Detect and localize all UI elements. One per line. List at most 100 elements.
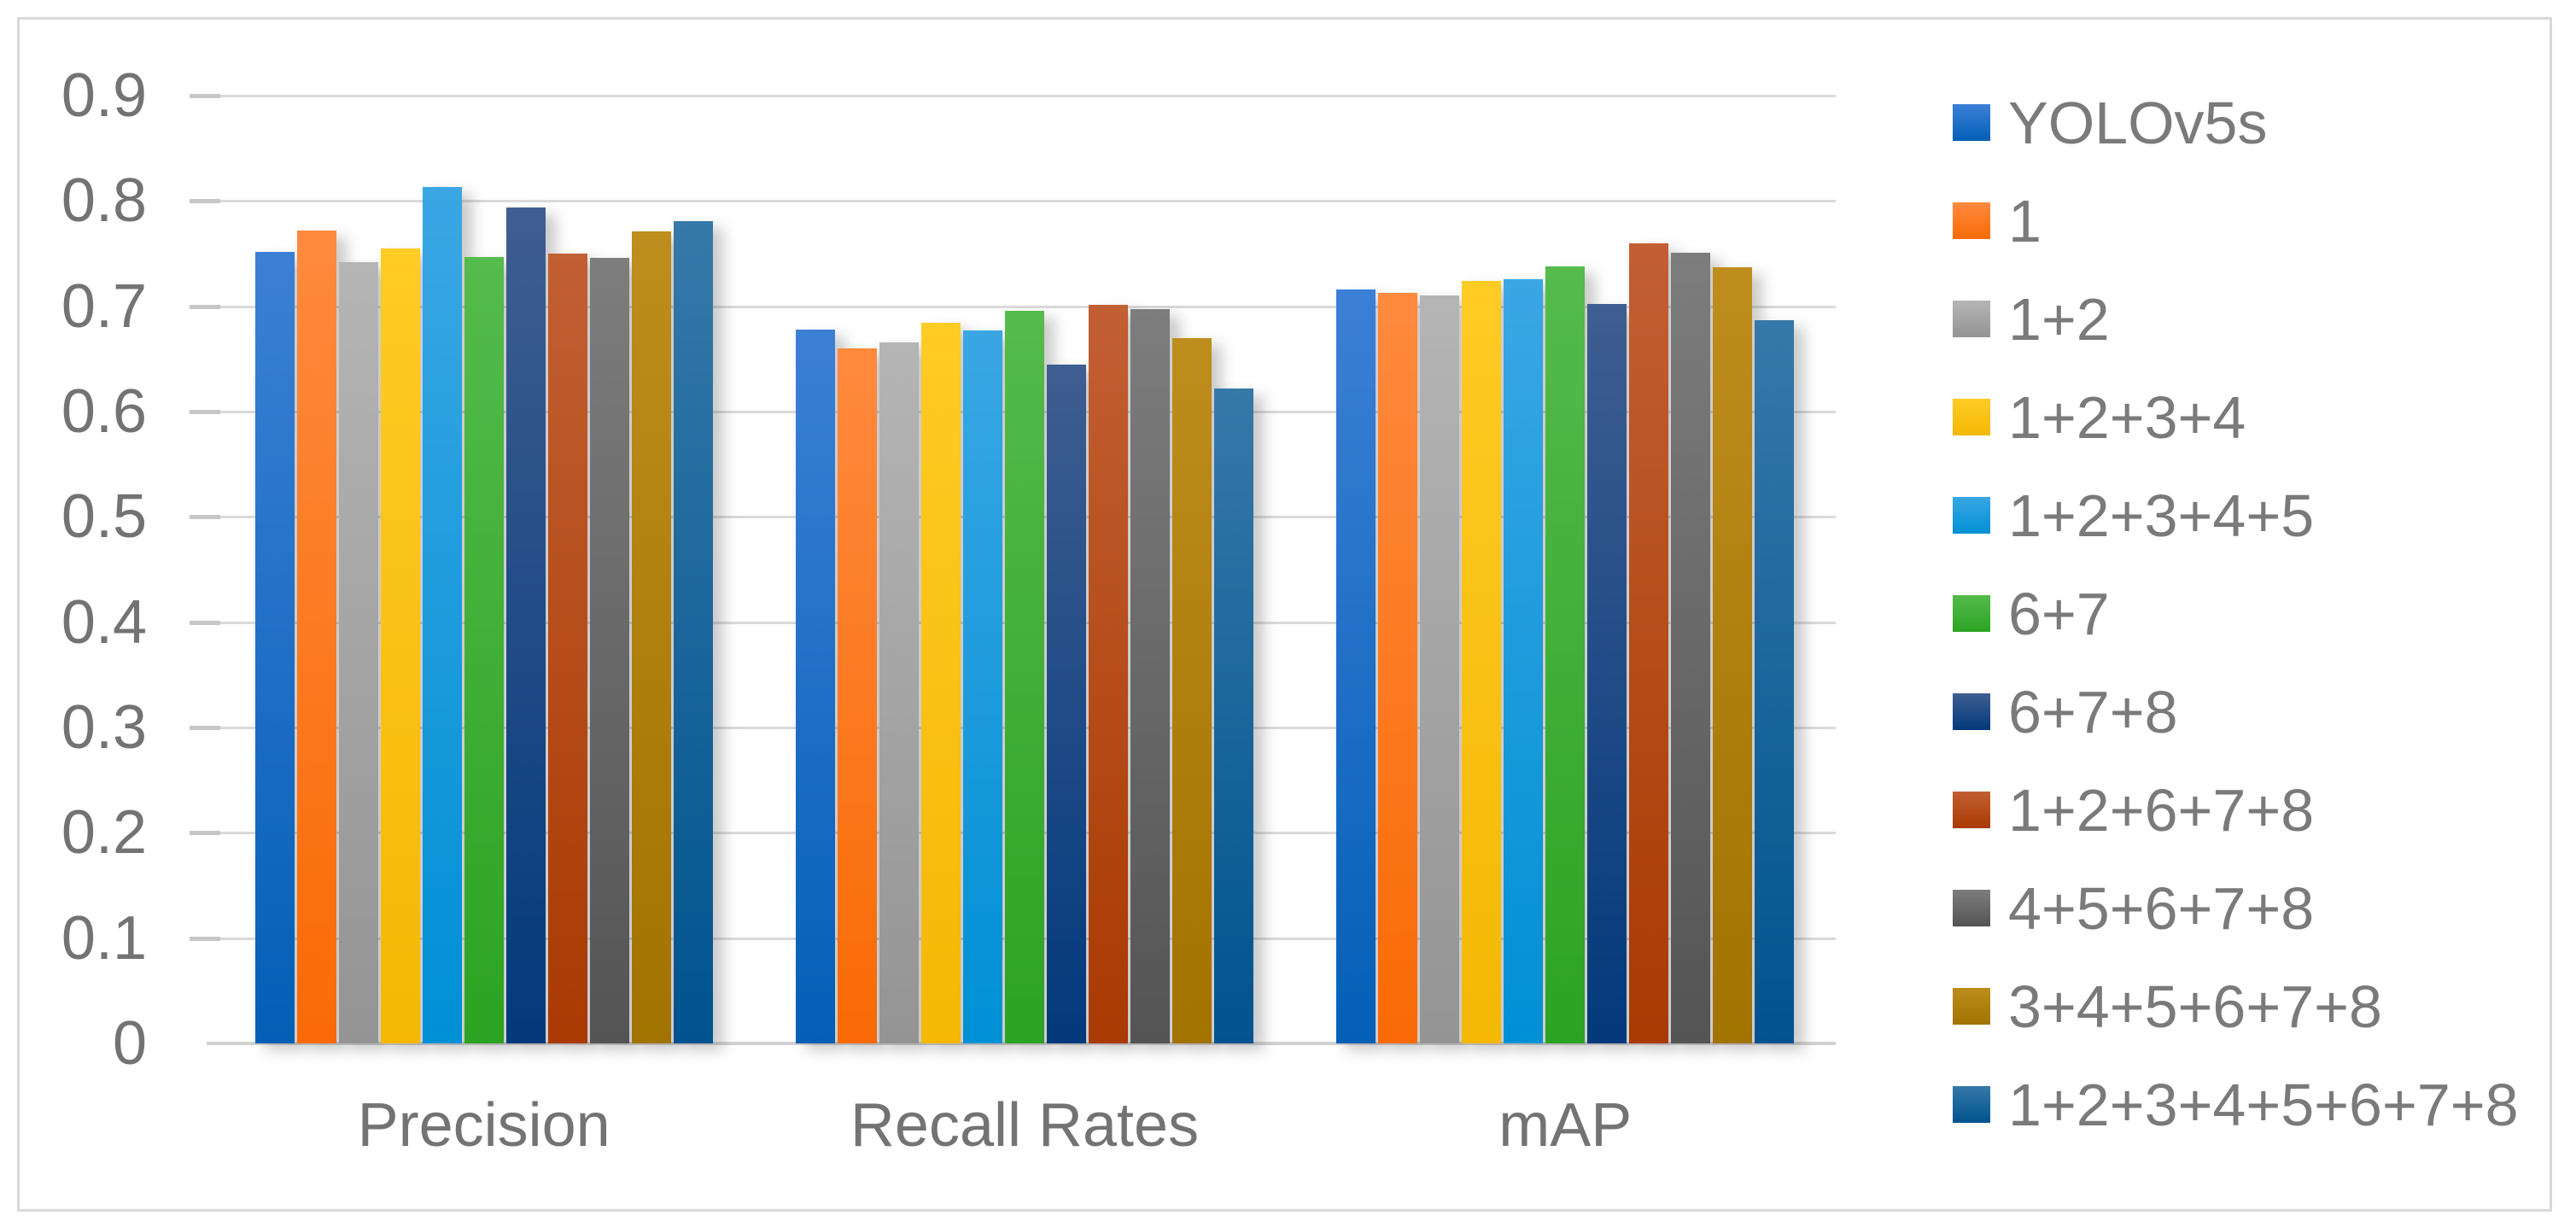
bar-c0-s5 (464, 256, 504, 1043)
x-category-label-0: Precision (357, 1091, 610, 1160)
y-axis-tick-label: 0.4 (61, 587, 147, 657)
y-axis-tick-label: 0.1 (61, 903, 147, 973)
bar-c1-s0 (795, 329, 835, 1043)
y-axis-tick-label: 0.5 (61, 482, 147, 552)
legend-swatch-icon (1953, 792, 1990, 828)
legend-item-3: 1+2+3+4 (1953, 368, 2519, 466)
bar-c1-s4 (962, 330, 1002, 1043)
legend-swatch-icon (1953, 497, 1990, 534)
gridline (190, 199, 1836, 204)
bar-group-1 (754, 96, 1294, 1043)
legend-label: 4+5+6+7+8 (2008, 874, 2315, 942)
bar-c2-s0 (1336, 289, 1376, 1043)
y-axis-tick-mark (190, 515, 220, 520)
x-axis-line (207, 1042, 1836, 1045)
y-axis-tick-mark (190, 620, 220, 625)
legend-swatch-icon (1953, 1086, 1990, 1123)
y-axis-tick-mark (190, 199, 220, 204)
bar-c1-s5 (1004, 310, 1044, 1043)
y-axis-tick-mark (190, 94, 220, 98)
legend-item-1: 1 (1953, 172, 2519, 270)
y-axis-tick-label: 0.3 (61, 693, 147, 762)
bar-c1-s6 (1046, 364, 1086, 1043)
bar-group-0 (213, 96, 754, 1043)
legend-label: 6+7 (2008, 580, 2110, 647)
legend-item-5: 6+7 (1953, 564, 2519, 663)
legend-label: 1+2+6+7+8 (2008, 776, 2315, 844)
gridline (190, 304, 1836, 309)
bar-c0-s8 (589, 257, 629, 1043)
y-axis-tick-mark (190, 726, 220, 730)
bar-c1-s2 (879, 342, 919, 1043)
bar-c2-s6 (1587, 304, 1627, 1043)
bar-c2-s3 (1462, 281, 1502, 1043)
bar-c2-s9 (1713, 267, 1753, 1043)
bar-c2-s2 (1420, 295, 1460, 1043)
y-axis-tick-label: 0.7 (61, 272, 147, 341)
y-axis-tick-mark (190, 936, 220, 941)
y-axis-tick-label: 0.8 (61, 167, 147, 236)
bar-c0-s7 (547, 254, 587, 1043)
legend-label: 3+4+5+6+7+8 (2008, 973, 2382, 1040)
y-axis-tick-label: 0.6 (61, 377, 147, 446)
legend-label: 1 (2008, 187, 2042, 254)
legend-item-6: 6+7+8 (1953, 663, 2519, 761)
bar-c0-s9 (631, 231, 671, 1043)
legend-swatch-icon (1953, 301, 1990, 337)
legend-swatch-icon (1953, 104, 1990, 141)
y-axis-tick-mark (190, 304, 220, 309)
bar-c2-s7 (1629, 242, 1669, 1043)
bar-c0-s6 (505, 207, 546, 1043)
legend-label: 1+2+3+4 (2008, 383, 2246, 451)
bar-c2-s10 (1755, 319, 1795, 1043)
bar-c1-s7 (1088, 305, 1128, 1043)
legend-swatch-icon (1953, 693, 1990, 730)
legend-item-8: 4+5+6+7+8 (1953, 859, 2519, 957)
y-axis-tick-label: 0.2 (61, 798, 147, 868)
x-axis: Precision Recall Rates mAP (213, 1095, 1836, 1156)
bar-c0-s10 (673, 220, 713, 1043)
x-category-label-2: mAP (1498, 1091, 1633, 1160)
legend-item-4: 1+2+3+4+5 (1953, 466, 2519, 564)
bar-c1-s8 (1130, 309, 1170, 1043)
legend-label: 1+2+3+4+5 (2008, 482, 2315, 549)
legend-label: YOLOv5s (2008, 89, 2268, 156)
bar-c0-s0 (254, 251, 295, 1043)
legend-swatch-icon (1953, 890, 1990, 926)
bar-c0-s1 (296, 230, 336, 1043)
y-axis-tick-mark (190, 831, 220, 836)
y-axis-tick-label: 0.9 (61, 61, 147, 130)
bar-groups (213, 96, 1836, 1043)
bar-c0-s3 (380, 248, 420, 1043)
bar-c1-s1 (837, 348, 877, 1043)
bar-c2-s4 (1504, 278, 1544, 1043)
y-axis: 0.9 0.8 0.7 0.6 0.5 0.4 0.3 0.2 0.1 0 (0, 65, 147, 1074)
chart-frame-border (17, 17, 2552, 1212)
legend-item-10: 1+2+3+4+5+6+7+8 (1953, 1055, 2519, 1154)
bar-c1-s9 (1171, 337, 1212, 1043)
bar-c1-s3 (920, 323, 961, 1043)
gridline (190, 94, 1836, 98)
bar-group-2 (1295, 96, 1836, 1043)
legend-label: 6+7+8 (2008, 678, 2178, 745)
x-category-label-1: Recall Rates (850, 1091, 1200, 1160)
legend-swatch-icon (1953, 399, 1990, 435)
legend-item-7: 1+2+6+7+8 (1953, 761, 2519, 859)
legend-label: 1+2 (2008, 285, 2110, 353)
legend: YOLOv5s 1 1+2 1+2+3+4 1+2+3+4+5 6+7 6+7+8 1+2+6… (1953, 73, 2519, 1154)
legend-item-2: 1+2 (1953, 270, 2519, 368)
bar-c2-s1 (1378, 292, 1418, 1043)
legend-swatch-icon (1953, 202, 1990, 239)
legend-label: 1+2+3+4+5+6+7+8 (2008, 1071, 2519, 1138)
y-axis-tick-label: 0 (112, 1009, 147, 1078)
bar-c1-s10 (1213, 388, 1253, 1043)
y-axis-tick-mark (190, 410, 220, 414)
legend-swatch-icon (1953, 595, 1990, 632)
legend-swatch-icon (1953, 988, 1990, 1025)
bar-c0-s2 (338, 261, 378, 1043)
bar-c2-s8 (1671, 252, 1711, 1043)
legend-item-9: 3+4+5+6+7+8 (1953, 957, 2519, 1055)
legend-item-0: YOLOv5s (1953, 73, 2519, 172)
bar-c0-s4 (422, 187, 462, 1043)
